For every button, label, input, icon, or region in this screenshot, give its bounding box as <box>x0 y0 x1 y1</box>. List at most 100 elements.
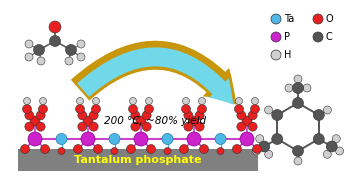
Circle shape <box>233 145 241 153</box>
Circle shape <box>127 145 135 153</box>
Circle shape <box>58 147 65 154</box>
Circle shape <box>25 40 33 48</box>
Circle shape <box>259 141 270 152</box>
Circle shape <box>293 98 304 108</box>
Circle shape <box>195 122 204 131</box>
Circle shape <box>242 116 252 126</box>
Circle shape <box>109 133 120 145</box>
Circle shape <box>81 132 95 146</box>
Circle shape <box>199 145 209 153</box>
Circle shape <box>294 157 302 165</box>
Circle shape <box>195 111 204 120</box>
Circle shape <box>248 111 257 120</box>
Circle shape <box>272 133 283 145</box>
Circle shape <box>37 57 45 65</box>
Text: O: O <box>326 14 334 24</box>
Circle shape <box>271 50 281 60</box>
Circle shape <box>252 147 260 155</box>
Circle shape <box>189 116 199 126</box>
Circle shape <box>182 98 190 105</box>
Circle shape <box>130 98 136 105</box>
Circle shape <box>198 105 206 114</box>
Circle shape <box>28 132 42 146</box>
Text: Ta: Ta <box>284 14 294 24</box>
Circle shape <box>323 150 331 158</box>
Circle shape <box>215 133 226 145</box>
FancyArrowPatch shape <box>71 41 236 105</box>
Circle shape <box>187 132 201 146</box>
Circle shape <box>36 111 45 120</box>
Circle shape <box>146 145 155 153</box>
Circle shape <box>256 135 264 143</box>
Circle shape <box>24 98 31 105</box>
Circle shape <box>25 122 34 131</box>
Circle shape <box>89 122 98 131</box>
Circle shape <box>271 32 281 42</box>
Circle shape <box>271 14 281 24</box>
Circle shape <box>23 105 32 114</box>
Circle shape <box>77 53 85 61</box>
Circle shape <box>237 122 246 131</box>
Circle shape <box>324 106 332 114</box>
Circle shape <box>293 83 304 94</box>
Circle shape <box>40 98 47 105</box>
Circle shape <box>303 84 311 92</box>
Circle shape <box>326 141 337 152</box>
Circle shape <box>236 98 242 105</box>
Circle shape <box>250 105 260 114</box>
Circle shape <box>66 44 76 56</box>
Circle shape <box>293 146 304 156</box>
Circle shape <box>253 145 261 153</box>
Circle shape <box>77 40 85 48</box>
Circle shape <box>184 111 193 120</box>
Circle shape <box>131 111 140 120</box>
Circle shape <box>142 122 151 131</box>
Circle shape <box>164 147 171 154</box>
Circle shape <box>142 111 151 120</box>
Text: C: C <box>326 32 333 42</box>
Circle shape <box>145 105 154 114</box>
Circle shape <box>33 44 44 56</box>
Text: P: P <box>284 32 290 42</box>
Circle shape <box>91 105 100 114</box>
Circle shape <box>162 133 173 145</box>
Circle shape <box>182 105 190 114</box>
Circle shape <box>25 111 34 120</box>
Circle shape <box>134 132 148 146</box>
Circle shape <box>78 111 87 120</box>
Circle shape <box>50 36 60 46</box>
Circle shape <box>248 122 257 131</box>
Circle shape <box>111 147 118 154</box>
Circle shape <box>30 116 40 126</box>
Circle shape <box>336 147 344 155</box>
Circle shape <box>76 98 83 105</box>
Circle shape <box>49 21 61 33</box>
Circle shape <box>313 133 324 145</box>
Circle shape <box>78 122 87 131</box>
Circle shape <box>272 109 283 121</box>
Circle shape <box>198 98 206 105</box>
Circle shape <box>94 145 103 153</box>
Circle shape <box>83 116 93 126</box>
Circle shape <box>36 122 45 131</box>
Circle shape <box>25 53 33 61</box>
FancyBboxPatch shape <box>18 149 258 171</box>
Circle shape <box>74 145 83 153</box>
Circle shape <box>313 32 323 42</box>
Circle shape <box>265 150 273 158</box>
FancyArrowPatch shape <box>77 47 233 105</box>
Circle shape <box>146 98 153 105</box>
Circle shape <box>332 135 340 143</box>
Circle shape <box>136 116 146 126</box>
Circle shape <box>92 98 99 105</box>
Text: H: H <box>284 50 291 60</box>
Text: 200 °C, ~80% yield: 200 °C, ~80% yield <box>104 116 206 126</box>
Circle shape <box>184 122 193 131</box>
Circle shape <box>40 145 50 153</box>
Circle shape <box>313 14 323 24</box>
Circle shape <box>20 145 29 153</box>
Circle shape <box>56 133 67 145</box>
Circle shape <box>217 147 224 154</box>
Circle shape <box>89 111 98 120</box>
Circle shape <box>237 111 246 120</box>
